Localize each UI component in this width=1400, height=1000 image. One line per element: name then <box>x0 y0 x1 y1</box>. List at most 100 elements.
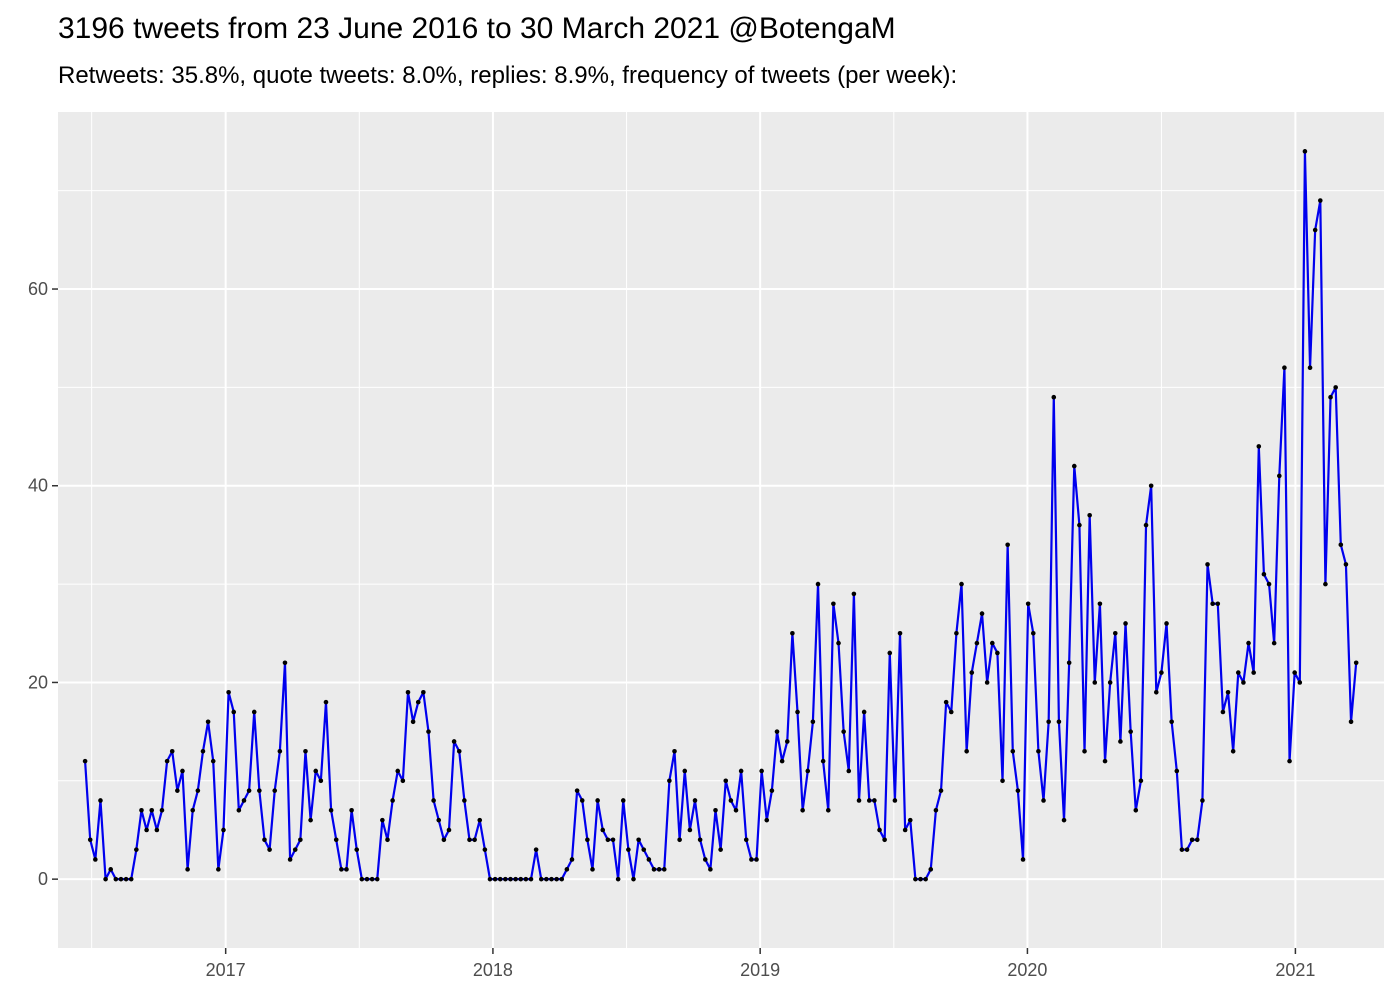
data-point <box>523 876 529 882</box>
data-point <box>359 876 365 882</box>
data-point <box>600 827 606 833</box>
data-point <box>1169 719 1174 725</box>
data-point <box>1230 748 1236 754</box>
data-point <box>1220 709 1226 715</box>
data-point <box>323 699 329 705</box>
data-point <box>528 876 534 882</box>
data-point <box>825 808 831 813</box>
data-point <box>210 758 216 764</box>
data-point <box>205 719 211 725</box>
data-point <box>656 867 662 872</box>
data-point <box>518 876 524 882</box>
data-point <box>462 798 467 803</box>
data-point <box>98 798 103 803</box>
data-point <box>328 808 334 813</box>
data-point <box>369 876 375 882</box>
data-point <box>902 827 908 833</box>
data-point <box>508 876 513 882</box>
data-point <box>1020 857 1026 862</box>
data-point <box>1143 522 1149 528</box>
data-point <box>1333 385 1338 390</box>
data-point <box>1030 630 1036 636</box>
data-point <box>948 709 954 715</box>
data-point <box>1046 719 1051 725</box>
data-point <box>436 817 442 823</box>
data-point <box>1128 729 1133 734</box>
data-point <box>856 798 862 803</box>
data-point <box>544 876 549 882</box>
data-point <box>257 788 262 793</box>
data-point <box>272 788 278 793</box>
data-point <box>564 867 570 872</box>
data-point <box>692 798 698 803</box>
data-point <box>615 876 621 882</box>
data-point <box>1087 512 1092 518</box>
data-point <box>984 680 990 685</box>
data-point <box>303 748 308 754</box>
data-point <box>1051 394 1057 400</box>
data-point <box>374 876 380 882</box>
y-tick-label: 60 <box>28 279 48 299</box>
data-point <box>400 778 406 784</box>
data-point <box>292 847 298 852</box>
data-point <box>503 876 508 882</box>
data-point <box>1071 463 1077 469</box>
data-point <box>595 798 600 803</box>
data-point <box>113 876 119 882</box>
data-point <box>1251 670 1256 675</box>
data-point <box>1287 758 1292 764</box>
series-group <box>82 149 1359 882</box>
data-point <box>251 709 257 715</box>
data-point <box>1261 571 1267 577</box>
data-point <box>282 660 288 666</box>
data-point <box>446 827 452 833</box>
data-point <box>1025 601 1031 607</box>
data-point <box>733 808 739 813</box>
x-tick-label: 2019 <box>740 960 780 980</box>
data-point <box>200 748 206 754</box>
data-point <box>872 798 877 803</box>
data-point <box>1159 670 1164 675</box>
data-point <box>267 847 272 852</box>
data-point <box>1061 817 1067 823</box>
data-point <box>579 798 585 803</box>
data-point <box>538 876 544 882</box>
data-point <box>918 876 923 882</box>
data-point <box>1302 149 1308 154</box>
data-point <box>139 808 144 813</box>
data-point <box>954 630 959 636</box>
data-point <box>723 778 729 784</box>
data-point <box>1266 581 1272 587</box>
x-tick-label: 2017 <box>206 960 246 980</box>
chart-title: 3196 tweets from 23 June 2016 to 30 Marc… <box>58 12 896 45</box>
data-point <box>313 768 319 774</box>
data-point <box>846 768 852 774</box>
data-point <box>134 847 139 852</box>
data-point <box>1010 748 1016 754</box>
data-point <box>672 748 677 754</box>
data-point <box>1215 601 1221 607</box>
data-point <box>810 719 816 725</box>
data-point <box>118 876 124 882</box>
data-point <box>385 837 390 843</box>
data-point <box>1118 739 1123 744</box>
data-point <box>349 808 354 813</box>
data-point <box>974 640 980 646</box>
data-point <box>487 876 493 882</box>
data-point <box>769 788 775 793</box>
data-point <box>1097 601 1103 607</box>
data-point <box>159 808 165 813</box>
data-point <box>1005 542 1010 548</box>
data-point <box>779 758 785 764</box>
data-point <box>728 798 734 803</box>
data-point <box>1307 365 1313 371</box>
data-point <box>969 670 975 675</box>
data-point <box>959 581 964 587</box>
data-point <box>390 798 395 803</box>
data-point <box>1123 621 1128 626</box>
data-point <box>1107 680 1113 685</box>
y-tick-label: 20 <box>28 672 48 692</box>
data-point <box>236 808 242 813</box>
data-point <box>415 699 421 705</box>
